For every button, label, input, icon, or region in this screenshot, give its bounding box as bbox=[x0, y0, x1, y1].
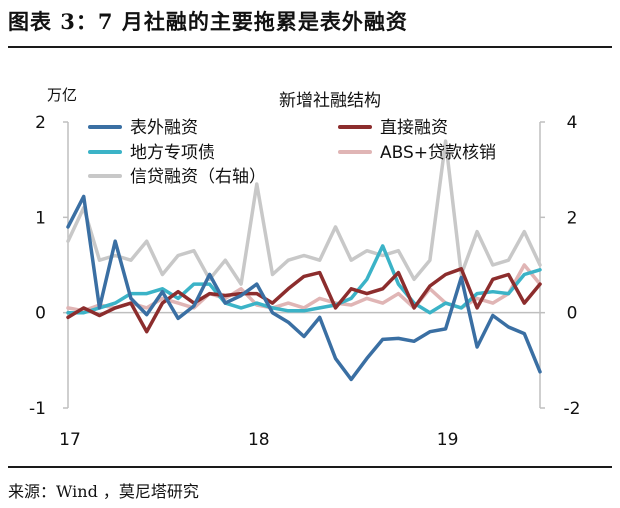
footer-rule bbox=[8, 466, 612, 468]
series-line bbox=[66, 139, 542, 286]
x-tick-label: 17 bbox=[59, 430, 81, 450]
figure-title: 图表 3：7 月社融的主要拖累是表外融资 bbox=[8, 9, 408, 34]
source-note: 来源：Wind ，莫尼塔研究 bbox=[8, 482, 199, 501]
chart-title: 新增社融结构 bbox=[279, 91, 381, 111]
series-layer bbox=[66, 139, 542, 382]
left-tick-label: 0 bbox=[35, 304, 46, 324]
right-tick-label: 4 bbox=[567, 113, 578, 133]
right-tick-label: -2 bbox=[564, 399, 581, 419]
x-tick-label: 19 bbox=[437, 430, 459, 450]
left-tick-label: -1 bbox=[29, 399, 46, 419]
right-tick-label: 2 bbox=[567, 208, 578, 228]
legend-label: 直接融资 bbox=[380, 118, 448, 138]
left-tick-label: 2 bbox=[35, 113, 46, 133]
series-line bbox=[66, 244, 542, 315]
title-rule bbox=[8, 46, 612, 48]
chart-axes: 2 1 0 -1 4 2 0 -2 17 18 19 bbox=[29, 113, 580, 450]
legend-label: ABS+贷款核销 bbox=[380, 143, 496, 163]
left-tick-label: 1 bbox=[35, 208, 46, 228]
legend-label: 信贷融资（右轴） bbox=[130, 167, 266, 187]
x-tick-label: 18 bbox=[248, 430, 270, 450]
right-tick-label: 0 bbox=[567, 304, 578, 324]
legend-label: 地方专项债 bbox=[130, 143, 215, 163]
legend-label: 表外融资 bbox=[130, 118, 198, 138]
series-line bbox=[66, 194, 542, 382]
series-line bbox=[66, 267, 542, 334]
left-axis-unit: 万亿 bbox=[47, 86, 77, 104]
